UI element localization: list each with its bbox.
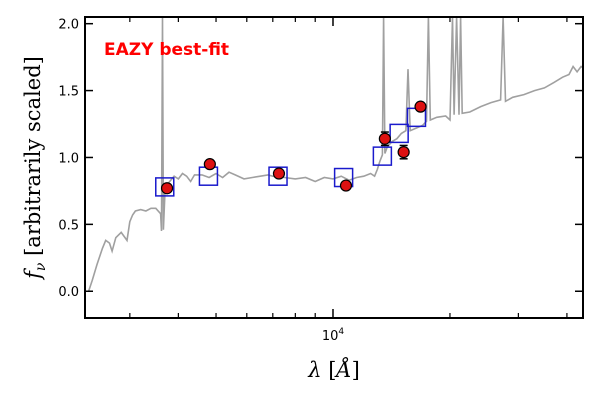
plot-frame	[84, 16, 584, 319]
axis-ticks: 0.0 0.5 1.0 1.5 2.0 104	[58, 17, 583, 344]
model-photometry-square	[155, 177, 175, 197]
observed-photometry-point	[272, 167, 286, 180]
model-photometry-square	[372, 146, 393, 166]
y-tick-label: 1.0	[58, 151, 79, 166]
x-tick-label: 104	[322, 327, 345, 344]
observed-photometry-layer	[160, 100, 427, 195]
y-tick-label: 2.0	[58, 18, 79, 33]
observed-photometry-point	[397, 146, 410, 159]
y-tick-label: 0.0	[58, 285, 79, 300]
y-axis-title: fν [arbitrarily scaled]	[21, 56, 49, 281]
y-tick-label: 0.5	[58, 218, 79, 233]
model-photometry-square	[389, 123, 409, 144]
observed-photometry-point	[378, 132, 391, 145]
observed-photometry-point	[339, 179, 353, 192]
observed-photometry-point	[160, 182, 174, 195]
y-tick-label: 1.5	[58, 85, 79, 100]
observed-photometry-point	[414, 100, 427, 113]
observed-photometry-point	[203, 158, 216, 171]
template-spectrum-line	[87, 16, 584, 292]
template-spectrum-layer	[87, 16, 584, 292]
fit-annotation: EAZY best-fit	[104, 40, 229, 60]
model-photometry-square	[268, 166, 288, 186]
x-axis-title: λ [Å]	[307, 357, 360, 382]
